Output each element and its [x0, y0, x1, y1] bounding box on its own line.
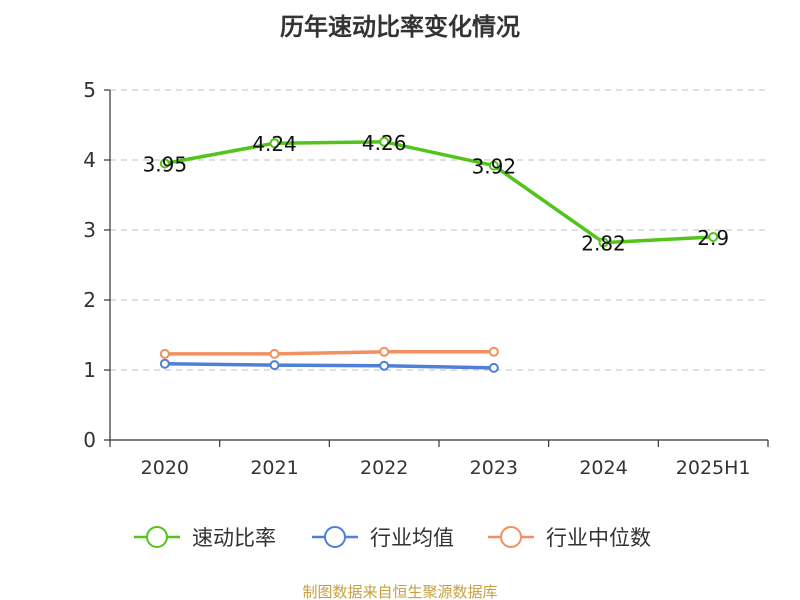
data-label: 2.9: [697, 226, 729, 250]
y-tick-label: 2: [83, 288, 96, 312]
data-point[interactable]: [159, 358, 170, 369]
y-tick-label: 3: [83, 218, 96, 242]
legend-label: 速动比率: [192, 526, 276, 550]
data-label: 3.95: [143, 153, 188, 177]
x-tick-label: 2021: [250, 457, 298, 479]
y-tick-label: 1: [83, 358, 96, 382]
legend-label: 行业均值: [370, 526, 454, 550]
chart-title: 历年速动比率变化情况: [280, 13, 520, 41]
data-label: 4.26: [362, 131, 407, 155]
data-label: 3.92: [472, 155, 517, 179]
data-labels: 3.95 4.24 4.26 3.92 2.82 2.9: [143, 131, 730, 256]
data-label: 2.82: [581, 232, 626, 256]
axes: 0 1 2 3 4 5 2020 2021 2022 2023 2024 2025H1: [83, 78, 769, 479]
data-point[interactable]: [159, 348, 170, 359]
data-point[interactable]: [598, 237, 609, 248]
legend-marker: [324, 526, 346, 548]
data-point[interactable]: [269, 348, 280, 359]
x-tick-label: 2020: [141, 457, 189, 479]
data-point[interactable]: [708, 232, 719, 242]
legend-marker: [146, 526, 168, 548]
data-point[interactable]: [379, 136, 390, 147]
x-tick-label: 2024: [579, 457, 627, 479]
data-point[interactable]: [488, 346, 499, 357]
y-tick-label: 0: [83, 428, 96, 452]
data-label: 4.24: [252, 132, 297, 156]
legend-label: 行业中位数: [546, 526, 651, 550]
legend-item-2[interactable]: 行业中位数: [488, 526, 651, 550]
legend-marker: [500, 526, 522, 548]
series-line-1[interactable]: [163, 361, 496, 370]
legend[interactable]: 速动比率 行业均值 行业中位数: [134, 526, 651, 550]
series-line-0[interactable]: [163, 140, 715, 245]
legend-item-1[interactable]: 行业均值: [312, 526, 454, 550]
data-point[interactable]: [379, 346, 390, 357]
data-point[interactable]: [488, 362, 499, 373]
source-note: 制图数据来自恒生聚源数据库: [302, 583, 497, 600]
data-point[interactable]: [269, 138, 280, 149]
legend-item-0[interactable]: 速动比率: [134, 526, 276, 550]
data-point[interactable]: [379, 360, 390, 371]
data-point[interactable]: [269, 360, 280, 371]
series-line-2[interactable]: [163, 350, 496, 356]
data-point[interactable]: [488, 160, 499, 171]
grid-lines: [110, 89, 768, 371]
y-tick-label: 4: [83, 148, 96, 172]
series-layer: [159, 136, 719, 373]
x-tick-label: 2022: [360, 457, 408, 479]
y-tick-label: 5: [83, 78, 96, 102]
data-point[interactable]: [159, 158, 170, 169]
x-tick-label: 2023: [470, 457, 518, 479]
x-tick-label: 2025H1: [676, 457, 751, 479]
